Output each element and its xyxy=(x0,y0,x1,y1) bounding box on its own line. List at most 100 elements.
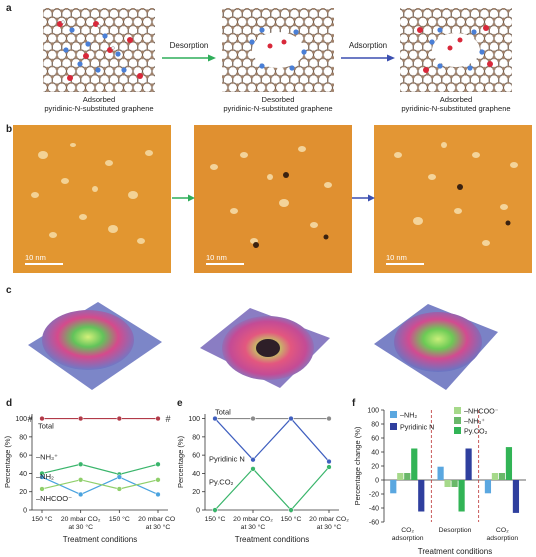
f-bar-py-co xyxy=(505,447,513,480)
graphene-sheet-adsorbed-1 xyxy=(43,8,155,92)
e-point-py-co xyxy=(212,507,218,513)
e-xtick-label-line2: at 30 °C xyxy=(241,523,266,531)
f-bar-nh xyxy=(498,473,506,480)
f-xtick-label-line2: adsorption xyxy=(392,535,424,542)
d-point-nhcoo xyxy=(155,477,161,483)
e-point-pyridinic-n xyxy=(288,415,294,422)
e-ytick-label: 20 xyxy=(192,489,200,496)
e-point-total xyxy=(326,415,332,422)
d-ylabel: Percentage (%) xyxy=(3,435,12,488)
e-ytick-label: 100 xyxy=(188,416,200,423)
d-axis-break-right: # xyxy=(165,414,170,424)
panel-label-a: a xyxy=(6,3,12,14)
d-point-nhcoo xyxy=(116,486,122,492)
f-xtick-label: CO₂ xyxy=(401,527,414,534)
d-ytick-label: 100 xyxy=(15,416,27,423)
f-legend-swatch-nh xyxy=(390,411,397,418)
f-bar-nh xyxy=(404,473,411,480)
d-line-nhcoo xyxy=(41,479,159,490)
f-ytick-label: 80 xyxy=(371,422,379,429)
d-xlabel: Treatment conditions xyxy=(63,535,137,544)
f-ytick-label: -60 xyxy=(369,520,379,527)
f-bar-nhcoo xyxy=(397,473,404,480)
f-bar-pyridinic-n xyxy=(418,480,425,512)
stm-image-1: 10 nm xyxy=(13,125,171,273)
scale-bar-2: 10 nm xyxy=(206,253,244,265)
graphene-schematics xyxy=(43,8,512,92)
f-bar-nhcoo xyxy=(444,480,451,487)
f-bar-nh xyxy=(390,480,397,494)
f-legend-label-nh: –NH₂ xyxy=(400,411,417,420)
f-bar-nh xyxy=(451,480,458,487)
topography-1 xyxy=(28,302,162,390)
e-point-py-co xyxy=(250,466,256,472)
graphene-sheet-adsorbed-2 xyxy=(400,8,512,92)
e-xtick-label: 150 °C xyxy=(205,515,226,523)
e-ytick-label: 80 xyxy=(192,434,200,441)
d-ytick-label: 0 xyxy=(23,508,27,515)
f-legend-label-nh: –NH₃⁺ xyxy=(464,417,485,426)
d-series-label-nhcoo: –NHCOO⁻ xyxy=(36,494,72,503)
stm-image-2: 10 nm xyxy=(194,125,352,273)
f-legend-swatch-nh xyxy=(454,417,461,424)
f-bar-nh xyxy=(437,466,444,480)
e-point-total xyxy=(250,415,256,422)
d-line-nh xyxy=(41,463,159,475)
f-xtick-label: CO₂ xyxy=(496,527,509,534)
f-ytick-label: 60 xyxy=(371,436,379,443)
f-ytick-label: 20 xyxy=(371,464,379,471)
e-line-py-co xyxy=(214,466,330,511)
panel-label-e: e xyxy=(177,398,183,409)
e-point-pyridinic-n xyxy=(250,457,256,463)
caption-adsorbed-2: Adsorbed pyridinic-N-substituted graphene xyxy=(401,95,511,113)
e-xlabel: Treatment conditions xyxy=(235,535,309,544)
e-xtick-label: 150 °C xyxy=(281,515,302,523)
caption-desorbed: Desorbed pyridinic-N-substituted graphene xyxy=(223,95,333,113)
f-legend-swatch-pyridinic-n xyxy=(390,423,397,430)
chart-d: 0 20 40 60 80 100 Percentage (%) 150 °C 20 mbar … xyxy=(3,414,175,544)
d-point-total xyxy=(78,415,84,422)
e-series-label-py-co: Py.CO₂ xyxy=(209,477,234,486)
e-ylabel: Percentage (%) xyxy=(176,435,185,488)
f-ytick-label: 0 xyxy=(375,478,379,485)
e-ytick-label: 40 xyxy=(192,471,200,478)
f-xlabel: Treatment conditions xyxy=(418,547,492,556)
e-series-label-pyridinic-n: Pyridinic N xyxy=(209,455,245,464)
f-legend-label-pyridinic-n: Pyridinic N xyxy=(400,423,434,432)
d-xtick-label-line2: at 30 °C xyxy=(68,523,93,531)
e-xtick-label-line2: at 30 °C xyxy=(317,523,342,531)
e-point-pyridinic-n xyxy=(212,415,218,422)
d-point-total xyxy=(39,415,45,422)
d-ytick-label: 20 xyxy=(19,489,27,496)
d-xtick-label: 150 °C xyxy=(32,515,53,523)
desorption-label: Desorption xyxy=(169,41,209,50)
e-line-pyridinic-n xyxy=(214,417,330,462)
f-bar-pyridinic-n xyxy=(465,448,472,480)
panel-label-b: b xyxy=(6,124,13,135)
f-bar-nhcoo xyxy=(491,473,499,480)
d-point-nh xyxy=(78,461,84,467)
d-xtick-label: 20 mbar CO₂ xyxy=(138,516,175,523)
graphene-sheet-desorbed xyxy=(222,8,334,92)
f-ytick-label: 40 xyxy=(371,450,379,457)
d-line-nh xyxy=(41,476,159,496)
e-ytick-label: 60 xyxy=(192,453,200,460)
f-legend-label-py-co: Py.CO₂ xyxy=(464,427,488,436)
e-xtick-label: 20 mbar CO₂ xyxy=(233,516,273,523)
e-series-label-total: Total xyxy=(215,408,231,417)
3d-topography-renderings xyxy=(28,302,498,390)
d-xtick-label: 20 mbar CO₂ xyxy=(61,516,101,523)
f-xtick-label-line2: adsorption xyxy=(486,535,518,542)
panel-label-f: f xyxy=(352,398,356,409)
d-ytick-label: 40 xyxy=(19,471,27,478)
chart-f: -60 -40 -20 0 20 40 60 80 100 Percentage change (… xyxy=(353,407,526,556)
f-ytick-label: -20 xyxy=(369,492,379,499)
f-ylabel: Percentage change (%) xyxy=(353,426,362,505)
d-series-label-nh: –NH₃⁺ xyxy=(36,453,58,462)
f-bar-nh xyxy=(484,480,492,494)
d-point-nh xyxy=(155,461,161,467)
d-point-total xyxy=(155,415,161,422)
f-bar-pyridinic-n xyxy=(512,480,520,513)
d-series-label-nh: –NH₂ xyxy=(36,472,54,481)
chart-e: 0 20 40 60 80 100 Percentage (%) 150 °C 20 mbar … xyxy=(176,408,349,544)
